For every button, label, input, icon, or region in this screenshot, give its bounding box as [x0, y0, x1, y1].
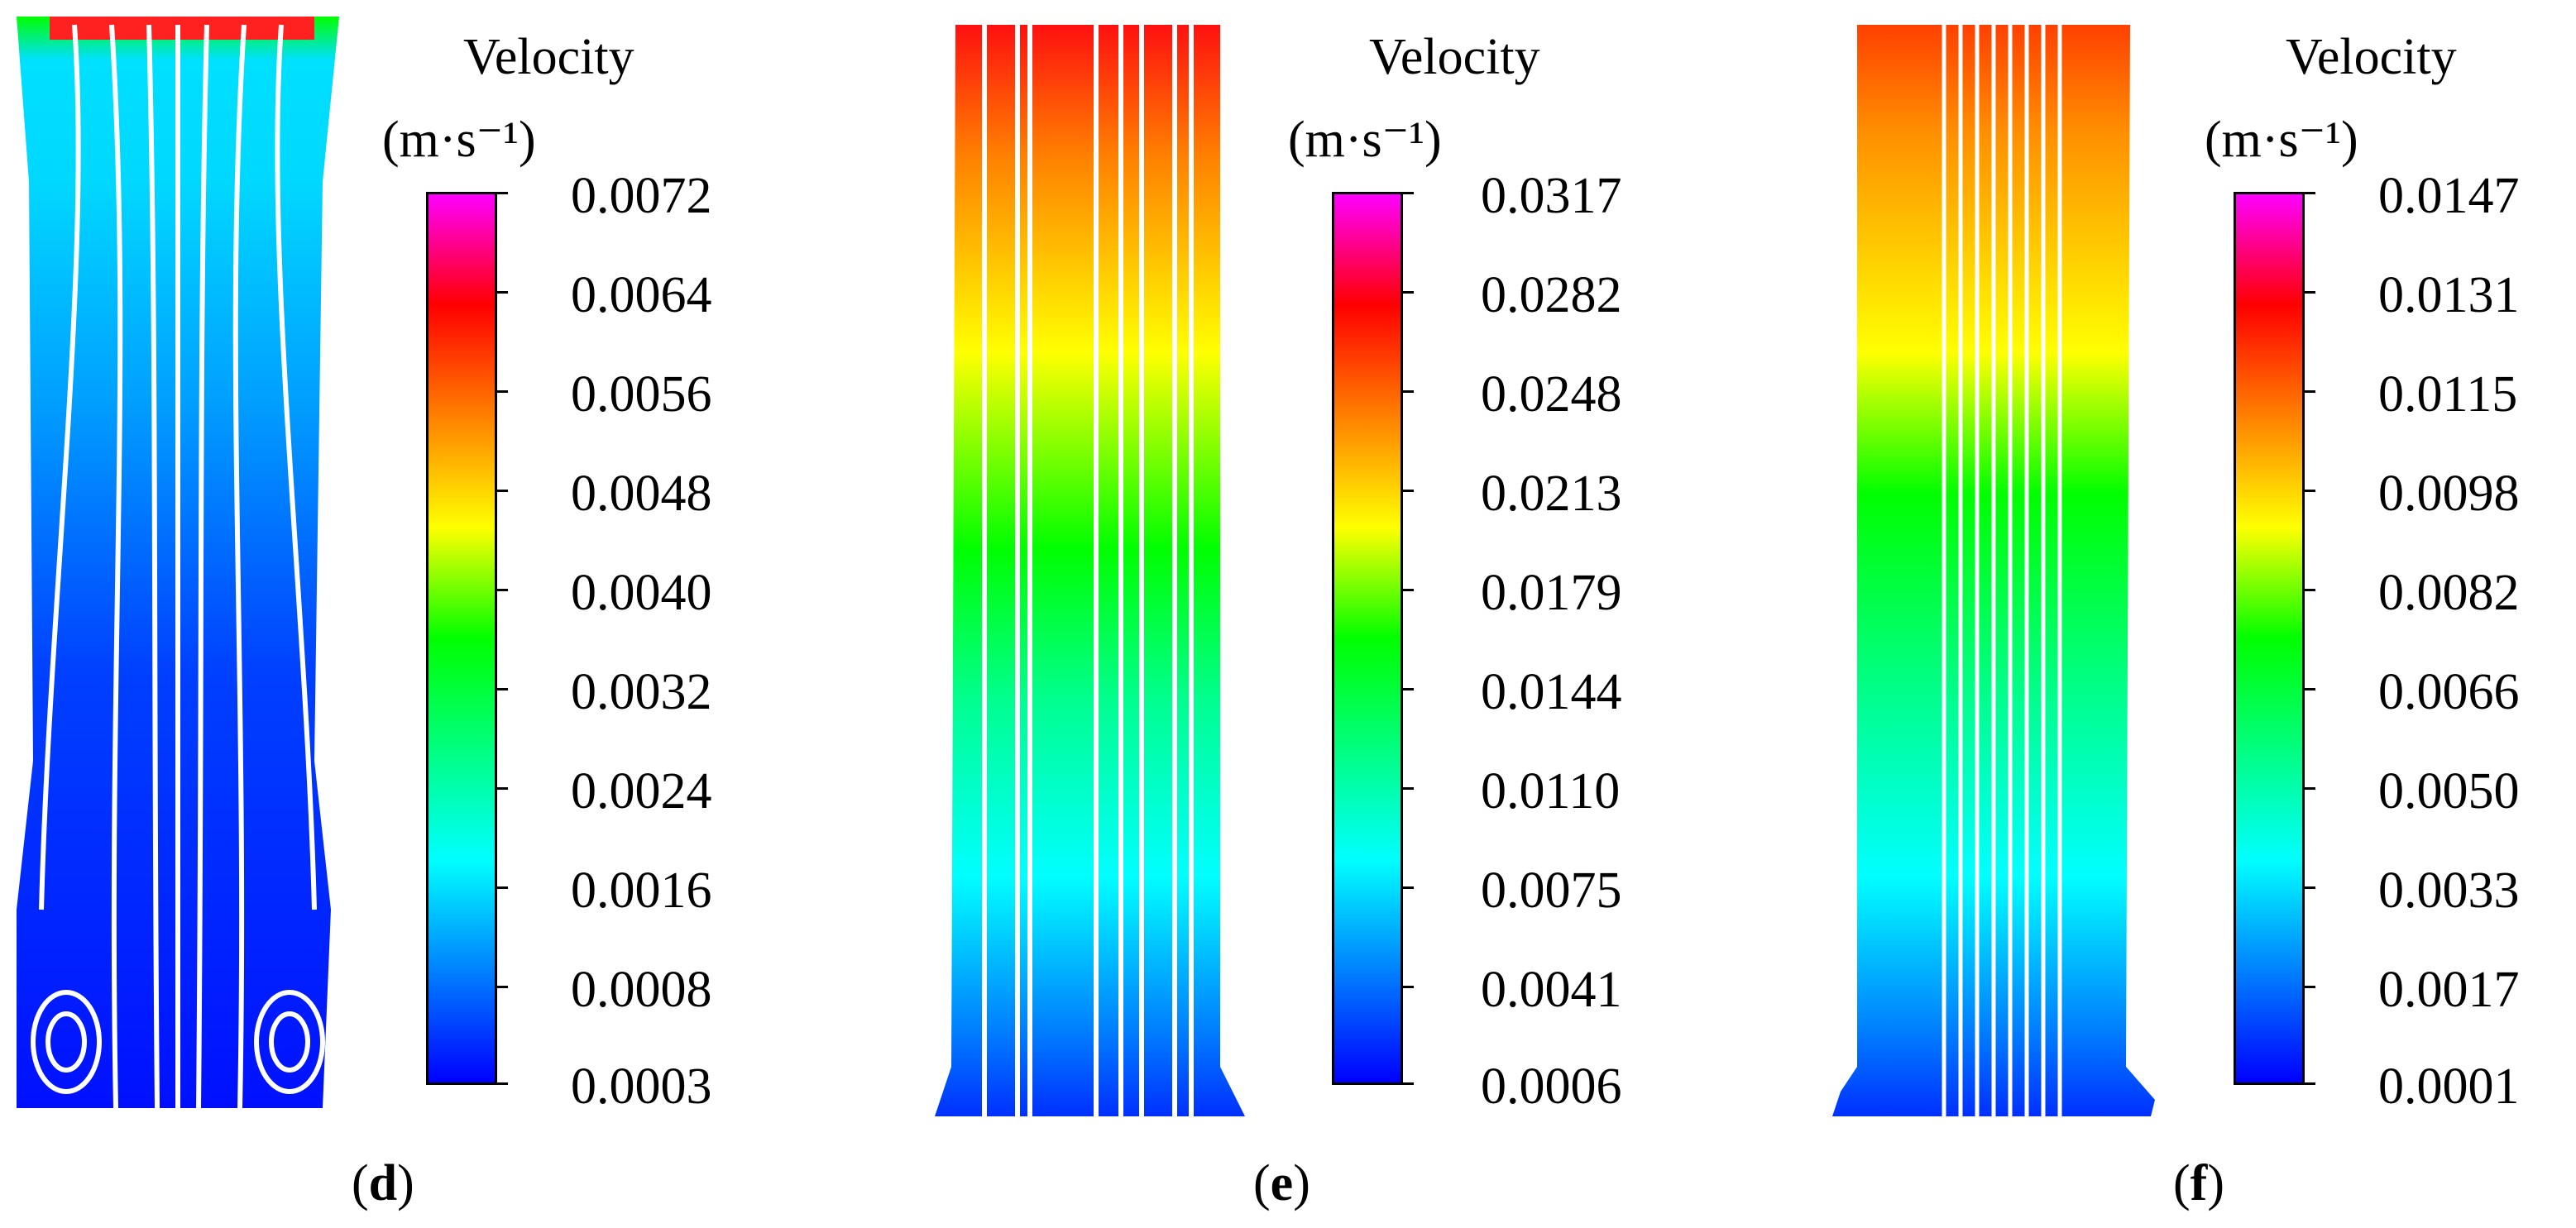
tick-mark: [2304, 688, 2315, 690]
tick-label: 0.0098: [2378, 466, 2520, 522]
tick-label: 0.0110: [1481, 763, 1621, 819]
legend-unit-f: (m·s⁻¹): [2205, 112, 2358, 168]
tick-label: 0.0248: [1481, 366, 1622, 423]
tick-mark: [2304, 886, 2315, 889]
tick-mark: [2304, 986, 2315, 988]
tick-label: 0.0115: [2378, 366, 2518, 423]
velocity-field-e: [935, 25, 1245, 1116]
caption-f: (f): [2173, 1155, 2224, 1211]
tick-mark: [1402, 787, 1414, 790]
legend-title-f: Velocity: [2286, 29, 2457, 85]
tick-label: 0.0016: [571, 862, 712, 919]
tick-mark: [1402, 589, 1414, 591]
tick-label: 0.0008: [571, 962, 712, 1018]
panel-e: Velocity (m·s⁻¹) 0.0317 0.0282 0.0248 0.…: [906, 0, 1764, 1228]
tick-mark: [1402, 291, 1414, 294]
tick-mark: [1402, 886, 1414, 889]
velocity-field-f: [1832, 25, 2155, 1116]
tick-mark: [496, 390, 508, 393]
tick-label: 0.0147: [2378, 168, 2520, 224]
field-region-e: [935, 25, 1245, 1116]
caption-e: (e): [1253, 1155, 1310, 1211]
tick-label: 0.0033: [2378, 862, 2520, 919]
tick-mark: [1402, 986, 1414, 988]
tick-mark: [2304, 490, 2315, 492]
tick-label: 0.0213: [1481, 466, 1622, 522]
tick-mark: [2304, 192, 2315, 194]
tick-label: 0.0040: [571, 565, 712, 621]
tick-label: 0.0056: [571, 366, 712, 423]
tick-mark: [496, 886, 508, 889]
tick-label: 0.0003: [571, 1058, 712, 1115]
tick-mark: [2304, 787, 2315, 790]
tick-label: 0.0179: [1481, 565, 1622, 621]
tick-label: 0.0006: [1481, 1058, 1622, 1115]
legend-unit-d: (m·s⁻¹): [382, 112, 536, 168]
tick-mark: [1402, 192, 1414, 194]
tick-mark: [1402, 688, 1414, 690]
tick-label: 0.0050: [2378, 763, 2520, 819]
streamlines-f: [1942, 25, 2062, 1116]
tick-label: 0.0064: [571, 267, 712, 323]
tick-mark: [2304, 1082, 2315, 1085]
tick-mark: [2304, 589, 2315, 591]
streamlines-e: [982, 25, 1194, 1116]
tick-mark: [496, 291, 508, 294]
tick-label: 0.0041: [1481, 962, 1622, 1018]
tick-label: 0.0066: [2378, 664, 2520, 720]
inlet-band-d: [50, 17, 314, 40]
tick-label: 0.0131: [2378, 267, 2520, 323]
velocity-field-d: [17, 17, 339, 1108]
tick-label: 0.0024: [571, 763, 712, 819]
colorbar-e: [1332, 192, 1403, 1085]
tick-label: 0.0032: [571, 664, 712, 720]
tick-label: 0.0282: [1481, 267, 1622, 323]
tick-label: 0.0075: [1481, 862, 1622, 919]
tick-mark: [496, 688, 508, 690]
tick-label: 0.0144: [1481, 664, 1622, 720]
streamlines-d: [31, 24, 325, 1108]
tick-label: 0.0048: [571, 466, 712, 522]
panel-f: Velocity (m·s⁻¹) 0.0147 0.0131 0.0115 0.…: [1816, 0, 2576, 1228]
tick-mark: [1402, 1082, 1414, 1085]
tick-label: 0.0317: [1481, 168, 1622, 224]
panel-d: Velocity (m·s⁻¹) 0.0072 0.0064 0.0056 0.…: [0, 0, 859, 1228]
colorbar-f: [2234, 192, 2305, 1085]
tick-mark: [496, 490, 508, 492]
tick-label: 0.0082: [2378, 565, 2520, 621]
tick-mark: [496, 787, 508, 790]
tick-mark: [1402, 390, 1414, 393]
tick-label: 0.0017: [2378, 962, 2520, 1018]
tick-mark: [496, 589, 508, 591]
tick-mark: [496, 192, 508, 194]
tick-label: 0.0072: [571, 168, 712, 224]
legend-title-e: Velocity: [1369, 29, 1540, 85]
colorbar-d: [426, 192, 497, 1085]
legend-title-d: Velocity: [463, 29, 634, 85]
tick-mark: [496, 1082, 508, 1085]
legend-unit-e: (m·s⁻¹): [1288, 112, 1442, 168]
tick-mark: [496, 986, 508, 988]
tick-label: 0.0001: [2378, 1058, 2520, 1115]
tick-mark: [1402, 490, 1414, 492]
tick-mark: [2304, 291, 2315, 294]
caption-d: (d): [352, 1155, 414, 1211]
tick-mark: [2304, 390, 2315, 393]
